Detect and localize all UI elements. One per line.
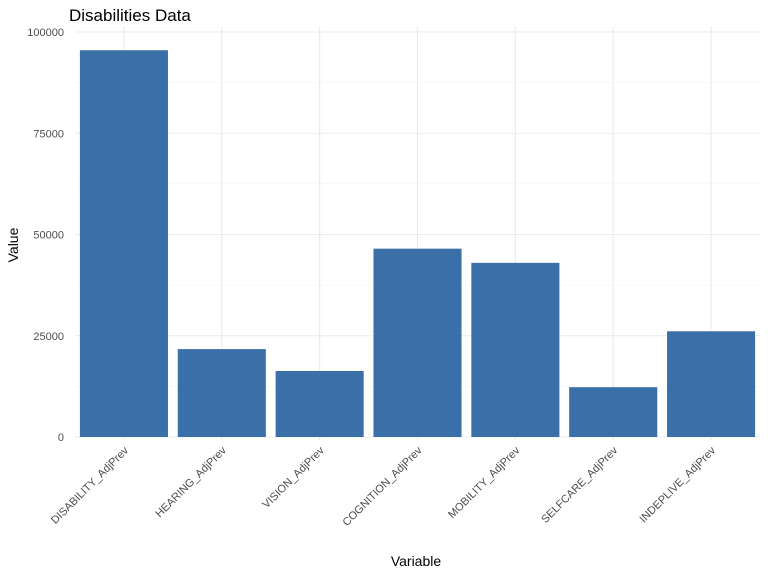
bar-disability_adjprev [79,50,168,437]
y-tick-label: 75000 [33,128,64,140]
x-tick-label: INDEPLIVE_AdjPrev [638,444,719,525]
x-tick-label: HEARING_AdjPrev [153,444,229,520]
x-tick-label: MOBILITY_AdjPrev [446,444,523,521]
y-tick-label: 25000 [33,331,64,343]
bar-cognition_adjprev [373,248,462,437]
bars [79,50,756,437]
x-axis-ticks: DISABILITY_AdjPrev HEARING_AdjPrev VISION_… [49,444,718,528]
x-axis-title: Variable [391,553,442,569]
bar-selfcare_adjprev [569,387,658,437]
x-tick-label: DISABILITY_AdjPrev [49,444,131,526]
y-axis-ticks: 0 25000 50000 75000 100000 [27,27,64,444]
bar-indeplive_adjprev [667,331,756,437]
bar-vision_adjprev [275,370,364,437]
y-tick-label: 100000 [27,27,64,39]
y-axis-title: Value [5,227,21,262]
x-tick-label: COGNITION_AdjPrev [340,444,424,528]
bar-mobility_adjprev [471,262,560,437]
x-tick-label: VISION_AdjPrev [260,444,327,511]
y-tick-label: 0 [58,432,64,444]
chart-title: Disabilities Data [69,6,191,25]
y-tick-label: 50000 [33,230,64,242]
x-tick-label: SELFCARE_AdjPrev [539,444,620,525]
bar-hearing_adjprev [177,349,266,437]
